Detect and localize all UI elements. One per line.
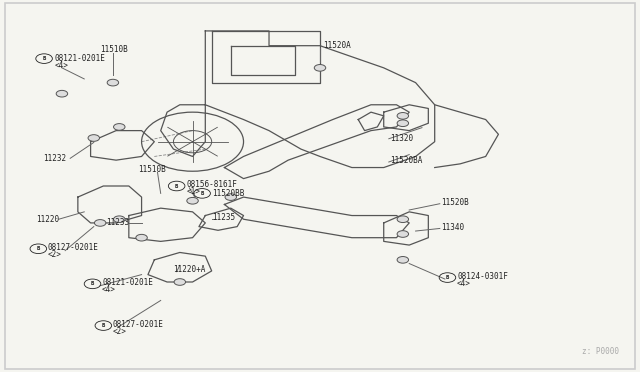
Circle shape xyxy=(136,234,147,241)
Text: z: P0000: z: P0000 xyxy=(582,347,620,356)
Circle shape xyxy=(113,216,125,222)
Text: B: B xyxy=(175,183,179,189)
Circle shape xyxy=(56,90,68,97)
Text: 11232: 11232 xyxy=(43,154,66,163)
Text: 11235: 11235 xyxy=(212,213,235,222)
Text: 11220: 11220 xyxy=(36,215,60,224)
Text: <4>: <4> xyxy=(54,61,68,70)
Circle shape xyxy=(314,64,326,71)
Text: B: B xyxy=(91,281,94,286)
Text: B: B xyxy=(446,275,449,280)
Circle shape xyxy=(95,219,106,226)
Text: 11340: 11340 xyxy=(441,223,464,232)
Text: <2>: <2> xyxy=(48,250,62,259)
Text: <4>: <4> xyxy=(457,279,471,288)
Text: 11510B: 11510B xyxy=(100,45,128,54)
Text: 11520B: 11520B xyxy=(441,198,469,207)
Circle shape xyxy=(113,124,125,130)
Text: B: B xyxy=(42,56,45,61)
Text: <4>: <4> xyxy=(102,285,116,294)
Text: 08127-0201E: 08127-0201E xyxy=(48,243,99,252)
Circle shape xyxy=(397,257,408,263)
Text: 11520A: 11520A xyxy=(323,41,351,50)
Circle shape xyxy=(187,198,198,204)
Circle shape xyxy=(397,231,408,237)
Circle shape xyxy=(174,279,186,285)
Circle shape xyxy=(225,194,237,201)
Text: <1>: <1> xyxy=(186,187,200,196)
Text: 08127-0201E: 08127-0201E xyxy=(113,320,164,329)
Text: 11510B: 11510B xyxy=(138,165,166,174)
Text: B: B xyxy=(200,191,204,196)
Text: 08121-0201E: 08121-0201E xyxy=(102,278,153,287)
Text: 08156-8161F: 08156-8161F xyxy=(186,180,237,189)
Text: 11233: 11233 xyxy=(106,218,130,227)
Circle shape xyxy=(397,112,408,119)
Text: 08124-0301F: 08124-0301F xyxy=(457,272,508,281)
Text: <2>: <2> xyxy=(113,327,127,336)
Circle shape xyxy=(107,79,118,86)
Text: 11520BA: 11520BA xyxy=(390,156,422,166)
Circle shape xyxy=(397,216,408,222)
Circle shape xyxy=(88,135,100,141)
Text: 08121-0201E: 08121-0201E xyxy=(54,54,105,63)
Text: 11520BB: 11520BB xyxy=(212,189,244,198)
Text: B: B xyxy=(102,323,105,328)
Circle shape xyxy=(397,120,408,126)
Text: 11320: 11320 xyxy=(390,134,413,142)
Text: B: B xyxy=(36,246,40,251)
Text: 11220+A: 11220+A xyxy=(173,264,206,273)
